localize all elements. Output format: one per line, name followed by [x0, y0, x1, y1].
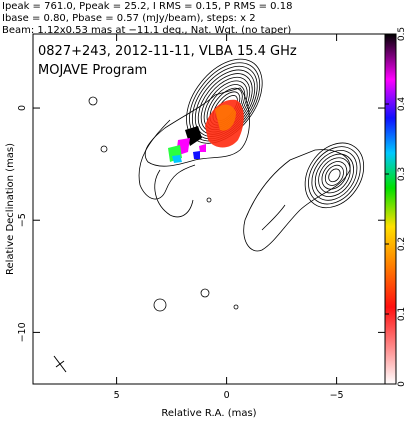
colorbar-tick-label: 0.5: [397, 27, 407, 41]
y-tick-label: −5: [17, 213, 28, 227]
pol-blue-patch: [193, 151, 200, 159]
colorbar-ticks: 0 0.1 0.2 0.3 0.4 0.5: [385, 27, 407, 387]
header-line-3: Beam: 1.12x0.53 mas at −11.1 deg., Nat. …: [2, 25, 291, 36]
noise-contour: [233, 304, 239, 310]
jet-component-contour: [304, 142, 365, 209]
polarization-color-map: [168, 99, 244, 163]
colorbar-tick-label: 0: [397, 381, 407, 387]
noise-contour: [200, 288, 210, 298]
colorbar-tick-label: 0.1: [397, 307, 407, 321]
noise-contour: [88, 96, 98, 106]
x-tick-label: 5: [114, 390, 120, 401]
x-tick-label: 0: [224, 390, 230, 401]
noise-contour: [153, 298, 167, 312]
jet-contour: [138, 119, 196, 200]
beam-marker: [53, 355, 67, 373]
jet-component-contour: [328, 168, 341, 183]
colorbar-tick-label: 0.3: [397, 167, 407, 181]
colorbar-tick-label: 0.4: [397, 97, 407, 112]
jet-component-contour: [321, 161, 348, 190]
colorbar-tick-label: 0.2: [397, 237, 407, 251]
noise-contour: [206, 197, 212, 203]
jet-envelope: [261, 204, 286, 231]
jet-component-contour: [318, 157, 351, 194]
y-tick-label: −10: [17, 322, 28, 342]
x-axis-label: Relative R.A. (mas): [161, 408, 256, 419]
jet-envelope: [243, 149, 351, 252]
colorbar: [384, 33, 397, 385]
header-line-2: Ibase = 0.80, Pbase = 0.57 (mJy/beam), s…: [2, 13, 256, 24]
noise-contour: [100, 145, 108, 153]
plot-frame: [32, 33, 386, 385]
axis-ticks: 5 0 −5 0 −5 −10: [17, 34, 385, 401]
plot-title: 0827+243, 2012-11-11, VLBA 15.4 GHz: [38, 44, 297, 59]
jet-contour: [154, 169, 194, 218]
pol-core-inner: [215, 104, 236, 131]
header-line-1: Ipeak = 761.0, Ppeak = 25.2, I RMS = 0.1…: [2, 1, 292, 12]
jet-component-contour: [324, 164, 344, 186]
jet-contour: [144, 87, 250, 167]
jet-component-contour: [314, 153, 354, 197]
jet-component-contour: [311, 150, 358, 201]
beam-minor-axis: [55, 360, 65, 368]
plot-subtitle: MOJAVE Program: [38, 63, 147, 78]
pol-cyan-patch: [172, 155, 182, 163]
x-tick-label: −5: [330, 390, 344, 401]
pol-magenta-patch: [199, 144, 206, 152]
y-tick-label: 0: [17, 105, 28, 111]
jet-component-contour: [308, 146, 361, 205]
y-axis-label: Relative Declination (mas): [5, 143, 16, 275]
